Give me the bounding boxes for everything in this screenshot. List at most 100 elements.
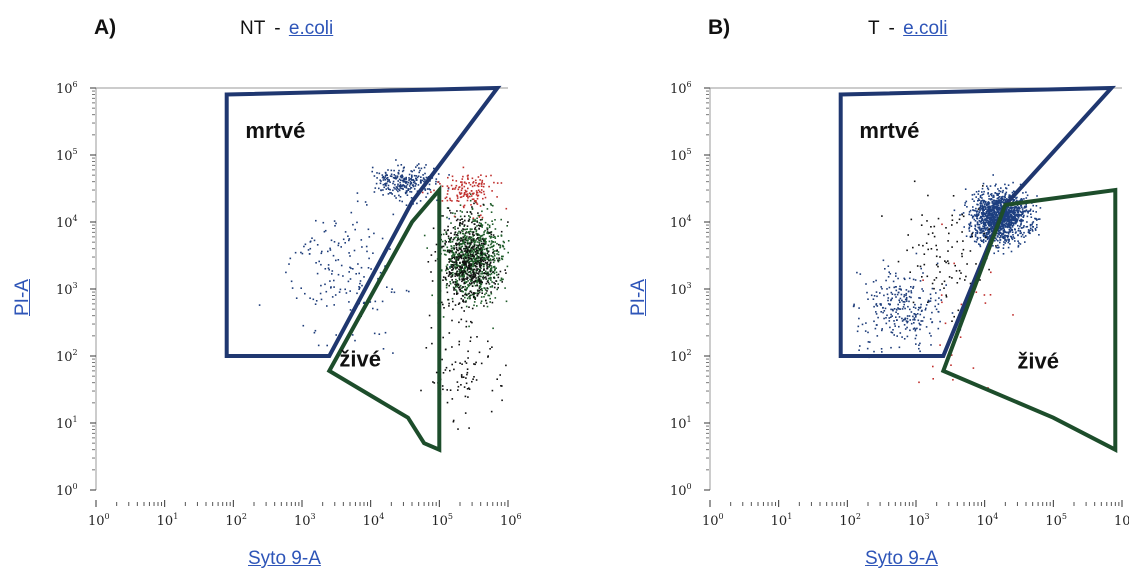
event-point	[466, 373, 468, 376]
event-point	[410, 176, 413, 178]
event-point	[344, 242, 346, 244]
event-point	[461, 274, 463, 276]
event-point	[1017, 234, 1019, 237]
event-point	[480, 300, 483, 302]
event-point	[477, 280, 479, 283]
x-axis-label[interactable]: Syto 9-A	[248, 548, 321, 569]
event-point	[1024, 235, 1027, 237]
event-point	[951, 277, 953, 279]
event-point	[489, 273, 492, 276]
event-point	[309, 241, 312, 243]
event-point	[454, 266, 456, 269]
event-point	[943, 287, 945, 289]
event-point	[452, 252, 455, 254]
event-point	[1003, 202, 1005, 204]
event-point	[1004, 216, 1006, 218]
event-point	[988, 198, 990, 200]
event-point	[459, 215, 462, 218]
event-point	[1011, 237, 1013, 239]
event-point	[993, 210, 995, 213]
y-tick-label: 103	[56, 281, 78, 298]
event-point	[479, 255, 482, 257]
event-point	[916, 265, 919, 267]
event-point	[964, 279, 966, 281]
event-point	[993, 212, 996, 214]
event-point	[502, 246, 505, 248]
event-point	[489, 348, 491, 350]
event-point	[473, 241, 476, 244]
event-point	[349, 290, 351, 292]
event-point	[493, 255, 496, 257]
event-point	[391, 193, 393, 195]
event-point	[483, 276, 486, 279]
event-point	[480, 185, 483, 187]
event-point	[461, 211, 463, 213]
event-point	[452, 286, 455, 289]
x-tick-label: 106	[1114, 512, 1129, 529]
event-point	[964, 202, 967, 204]
event-point	[996, 214, 999, 217]
event-point	[895, 296, 897, 298]
event-point	[433, 189, 435, 192]
event-point	[1000, 196, 1003, 198]
event-point	[470, 294, 472, 296]
event-point	[997, 196, 1000, 199]
event-point	[1009, 243, 1011, 245]
event-point	[368, 236, 371, 238]
event-point	[981, 240, 983, 242]
event-point	[446, 193, 449, 195]
x-axis-label[interactable]: Syto 9-A	[865, 548, 938, 569]
event-point	[953, 209, 956, 212]
event-point	[861, 323, 864, 326]
event-point	[479, 179, 481, 181]
event-point	[979, 245, 982, 248]
event-point	[1034, 229, 1037, 231]
event-point	[912, 318, 914, 321]
event-point	[467, 237, 470, 240]
event-point	[314, 303, 317, 305]
event-point	[403, 166, 405, 169]
event-point	[480, 183, 483, 185]
event-point	[1003, 228, 1005, 231]
event-point	[982, 234, 985, 237]
event-point	[476, 284, 478, 286]
event-point	[960, 303, 963, 306]
event-point	[982, 225, 985, 227]
event-point	[493, 253, 496, 255]
event-point	[458, 230, 460, 233]
event-point	[494, 250, 496, 252]
event-point	[981, 204, 984, 207]
event-point	[930, 344, 932, 346]
event-point	[976, 239, 978, 241]
event-point	[922, 272, 924, 274]
event-point	[482, 278, 485, 280]
event-point	[1009, 210, 1011, 213]
event-point	[465, 300, 467, 302]
event-point	[472, 270, 474, 273]
event-point	[467, 285, 470, 288]
event-point	[454, 226, 456, 228]
event-point	[455, 281, 458, 283]
event-point	[935, 292, 937, 294]
event-point	[425, 347, 428, 349]
event-point	[484, 252, 486, 255]
event-point	[487, 279, 489, 282]
event-point	[456, 270, 458, 273]
event-point	[384, 174, 387, 177]
event-point	[390, 192, 392, 194]
event-point	[456, 200, 458, 202]
event-point	[473, 264, 476, 267]
event-point	[470, 263, 472, 265]
event-point	[322, 221, 325, 224]
event-point	[982, 223, 985, 225]
event-point	[1001, 191, 1004, 194]
title-link[interactable]: e.coli	[288, 18, 334, 39]
title-link[interactable]: e.coli	[903, 18, 948, 39]
event-point	[473, 268, 475, 271]
event-point	[475, 253, 477, 255]
event-point	[463, 181, 466, 183]
event-point	[997, 188, 999, 190]
event-point	[1012, 206, 1015, 209]
event-point	[463, 185, 466, 188]
event-point	[981, 213, 983, 215]
